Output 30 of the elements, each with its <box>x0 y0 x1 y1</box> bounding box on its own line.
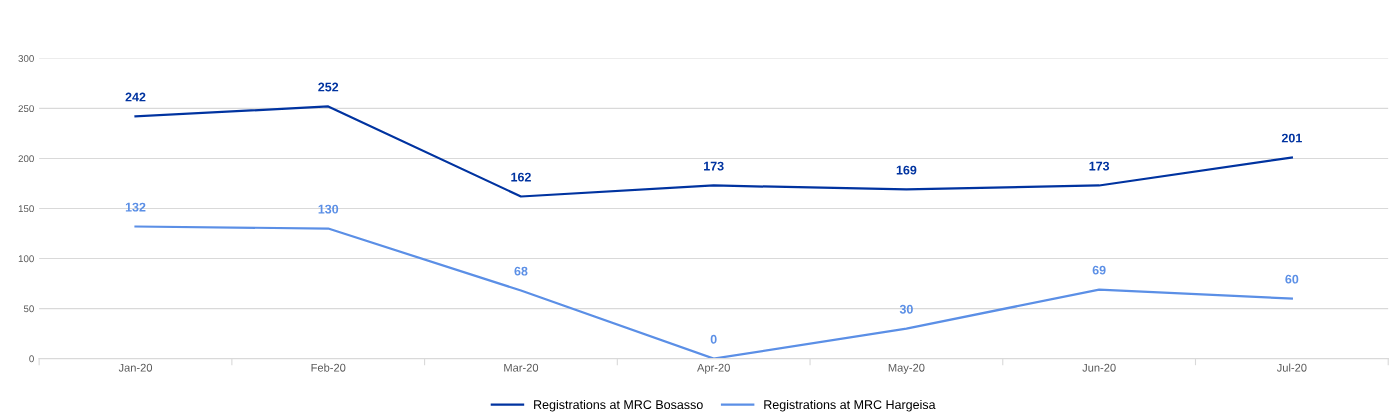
x-tick-label: Jul-20 <box>1276 363 1307 372</box>
y-tick-label: 50 <box>23 305 34 313</box>
data-label: 132 <box>125 202 146 212</box>
x-tick-label: Mar-20 <box>504 363 539 372</box>
data-label: 162 <box>511 172 531 182</box>
x-tick-label: May-20 <box>888 363 925 374</box>
data-label: 60 <box>1285 274 1299 284</box>
data-label: 68 <box>514 266 528 276</box>
data-label: 173 <box>1089 161 1110 171</box>
x-tick-label: Feb-20 <box>311 363 346 372</box>
data-label: 69 <box>1092 265 1106 275</box>
data-label: 130 <box>318 204 339 214</box>
x-tick-label: Jun-20 <box>1082 363 1116 372</box>
x-tick-label: Apr-20 <box>697 363 730 374</box>
x-tick-label: Jan-20 <box>118 363 153 372</box>
y-tick-label: 300 <box>18 55 34 62</box>
y-tick-label: 200 <box>18 155 34 163</box>
y-tick-label: 150 <box>18 205 34 213</box>
legend-label: Registrations at MRC Hargeisa <box>764 399 936 412</box>
legend-label: Registrations at MRC Bosasso <box>534 399 703 412</box>
data-label: 201 <box>1281 133 1302 143</box>
y-tick-label: 250 <box>18 105 34 113</box>
data-label: 252 <box>318 82 339 92</box>
data-label: 30 <box>899 304 913 314</box>
data-label: 0 <box>710 334 717 344</box>
data-label: 173 <box>704 161 724 171</box>
y-tick-label: 100 <box>18 255 34 263</box>
y-tick-label: 0 <box>29 355 34 363</box>
data-label: 169 <box>896 165 917 175</box>
data-label: 242 <box>125 92 146 102</box>
